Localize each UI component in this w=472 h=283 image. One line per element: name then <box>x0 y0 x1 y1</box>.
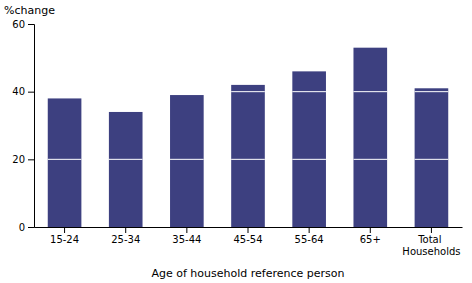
grid-line <box>415 91 449 92</box>
x-tick-label: 25-34 <box>111 234 140 245</box>
x-tick-label: 35-44 <box>172 234 201 245</box>
grid-line <box>353 159 387 160</box>
x-tick-label-line: 45-54 <box>233 234 262 245</box>
bars <box>48 48 448 227</box>
grid-line <box>48 159 82 160</box>
y-tick: 40 <box>12 86 34 97</box>
x-tick-label-line: Total <box>417 234 441 245</box>
y-axis: 0 20 40 60 <box>12 19 34 233</box>
x-tick-mark <box>370 227 371 233</box>
y-tick-label: 20 <box>12 154 25 165</box>
x-tick-mark <box>64 227 65 233</box>
y-tick-mark <box>28 24 34 25</box>
x-tick: 25-34 <box>111 227 140 245</box>
x-tick-label-line: 55-64 <box>295 234 324 245</box>
y-tick-mark <box>28 92 34 93</box>
y-tick-label: 0 <box>19 222 25 233</box>
grid-line <box>109 159 143 160</box>
bar <box>170 95 204 227</box>
grid-line <box>353 91 387 92</box>
x-label: Age of household reference person <box>151 267 344 280</box>
x-tick: 55-64 <box>295 227 324 245</box>
y-tick-mark <box>28 159 34 160</box>
x-tick-label: 65+ <box>360 234 381 245</box>
grid-line <box>292 91 326 92</box>
bar <box>109 112 143 227</box>
y-tick: 20 <box>12 154 34 165</box>
chart: 0 20 40 60 15-24 25-34 35-44 45-54 55-64 65+ Total… <box>0 0 472 283</box>
y-tick: 0 <box>19 222 34 233</box>
x-axis: 15-24 25-34 35-44 45-54 55-64 65+ Total Househ… <box>35 227 463 257</box>
x-tick-label: Total Households <box>402 234 460 257</box>
x-tick: Total Households <box>402 227 460 257</box>
y-label: %change <box>4 4 55 17</box>
x-tick-mark <box>186 227 187 233</box>
x-tick-mark <box>125 227 126 233</box>
x-tick-label-line: 35-44 <box>172 234 201 245</box>
x-tick-mark <box>309 227 310 233</box>
bar <box>415 88 449 227</box>
x-tick-label: 45-54 <box>233 234 262 245</box>
y-tick-label: 60 <box>12 19 25 30</box>
x-tick-label: 55-64 <box>295 234 324 245</box>
bar <box>353 48 387 227</box>
x-tick-label-line: 15-24 <box>50 234 79 245</box>
grid-line <box>292 159 326 160</box>
y-tick: 60 <box>12 19 34 30</box>
x-tick: 45-54 <box>233 227 262 245</box>
x-tick: 15-24 <box>50 227 79 245</box>
bar <box>48 98 82 227</box>
x-tick-label: 15-24 <box>50 234 79 245</box>
y-tick-mark <box>28 227 34 228</box>
grid-line <box>231 91 265 92</box>
x-tick-label-line: 65+ <box>360 234 381 245</box>
x-tick: 65+ <box>360 227 381 245</box>
x-tick-mark <box>431 227 432 233</box>
x-tick-label-line: Households <box>402 246 460 257</box>
grid-line <box>415 159 449 160</box>
plot: 0 20 40 60 15-24 25-34 35-44 45-54 55-64 65+ Total… <box>12 19 462 257</box>
x-tick-mark <box>248 227 249 233</box>
bar <box>292 71 326 227</box>
x-tick: 35-44 <box>172 227 201 245</box>
x-tick-label-line: 25-34 <box>111 234 140 245</box>
grid-line <box>231 159 265 160</box>
y-tick-label: 40 <box>12 86 25 97</box>
bar <box>231 85 265 227</box>
grid-line <box>170 159 204 160</box>
y-axis-line <box>28 25 35 228</box>
